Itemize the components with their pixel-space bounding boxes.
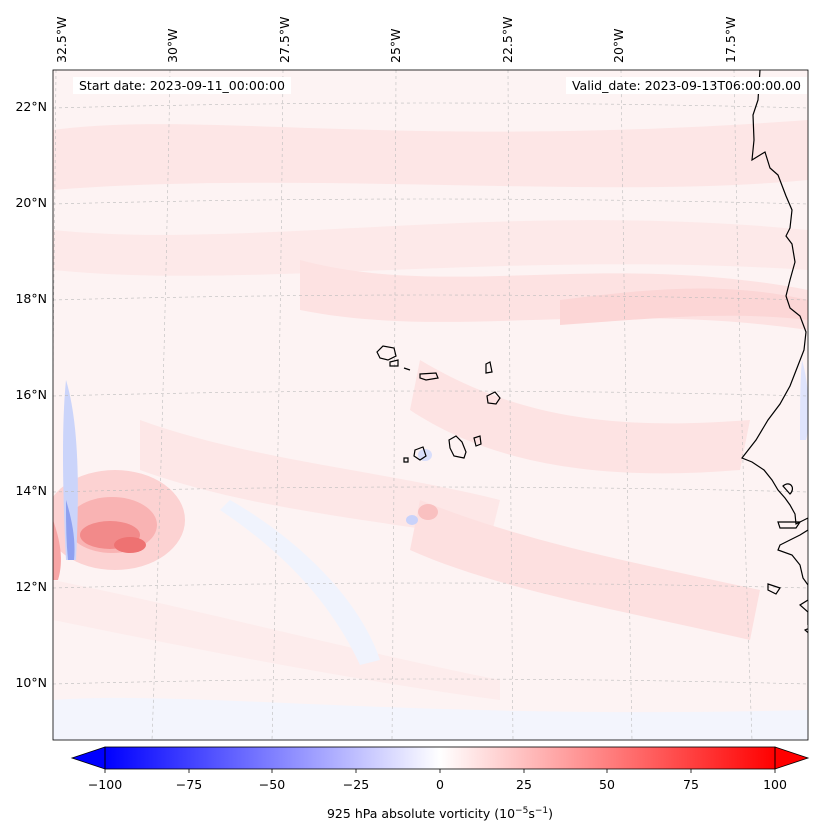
field-edge-red: [53, 520, 61, 580]
meridian-20w: [620, 70, 633, 740]
colorbar: −100 −75 −50 −25 0 25 50 75 100: [70, 746, 810, 792]
colorbar-label-exponent: −5: [515, 806, 529, 816]
colorbar-tick-label: −75: [176, 777, 202, 792]
field-band-north: [53, 120, 808, 190]
meridian-22-5w: [507, 70, 514, 740]
coast-detail-1: [782, 483, 794, 495]
field-band-10n: [53, 580, 500, 700]
lat-label: 14°N: [15, 483, 47, 498]
colorbar-label: 925 hPa absolute vorticity (10−5s−1): [0, 806, 837, 821]
lat-label: 20°N: [15, 195, 47, 210]
island-sao-nicolau: [419, 372, 439, 381]
bissagos-1: [767, 583, 781, 595]
lat-label: 16°N: [15, 387, 47, 402]
colorbar-tick-label: 50: [599, 777, 615, 792]
field-band-20n: [53, 220, 808, 276]
colorbar-tick-label: 75: [683, 777, 699, 792]
gambia-river: [777, 521, 802, 529]
island-santo-antao: [376, 345, 397, 361]
colorbar-gradient: [105, 747, 775, 769]
colorbar-tick-label: 0: [436, 777, 444, 792]
field-band-14n: [140, 420, 500, 540]
field-vortex-blue-core: [66, 500, 75, 560]
meridian-17-5w: [733, 70, 753, 740]
field-vortex-max: [114, 537, 146, 553]
africa-coastline: [741, 70, 808, 625]
island-santiago: [448, 435, 467, 459]
lat-label: 22°N: [15, 99, 47, 114]
meridian-30w: [151, 70, 171, 740]
field-band-16n: [410, 360, 750, 474]
colorbar-label-unit: s: [528, 806, 535, 822]
colorbar-label-main: 925 hPa absolute vorticity (10: [326, 806, 516, 822]
meridian-27-5w: [271, 70, 284, 740]
colorbar-tick-label: 100: [763, 777, 787, 792]
colorbar-label-end: ): [548, 806, 553, 822]
island-fogo: [413, 446, 427, 461]
lon-label: 20°W: [611, 28, 626, 63]
field-island-blue-2: [418, 449, 432, 461]
valid-date-label: Valid_date: 2023-09-13T06:00:00.00: [565, 77, 807, 94]
colorbar-tick-label: −100: [88, 777, 122, 792]
longitude-labels: 32.5°W 30°W 27.5°W 25°W 22.5°W 20°W 17.5…: [54, 17, 738, 63]
lon-label: 32.5°W: [54, 17, 69, 63]
lon-label: 27.5°W: [277, 17, 292, 63]
colorbar-max-extend: [774, 746, 810, 770]
island-sal: [485, 361, 493, 374]
coastlines: [376, 70, 808, 634]
colorbar-ticks: [104, 769, 776, 773]
island-santa-luzia: [403, 367, 411, 371]
colorbar-tick-label: 25: [516, 777, 532, 792]
lat-label: 12°N: [15, 579, 47, 594]
colorbar-tick-label: −25: [343, 777, 369, 792]
lat-label: 18°N: [15, 291, 47, 306]
field-island-blue: [406, 515, 418, 525]
island-brava: [403, 457, 409, 463]
colorbar-label-exponent: −1: [534, 806, 549, 816]
map-frame: [52, 69, 809, 741]
field-island-red: [418, 504, 438, 520]
island-boa-vista: [486, 391, 501, 405]
colorbar-tick-label: −50: [259, 777, 285, 792]
field-blue-south: [53, 697, 808, 740]
island-sao-vicente: [389, 359, 399, 367]
lon-label: 25°W: [388, 28, 403, 63]
colorbar-min-extend: [70, 746, 106, 770]
lon-label: 17.5°W: [723, 17, 738, 63]
field-band-12n: [410, 500, 760, 640]
field-band-east: [560, 288, 808, 325]
field-blue-streak: [220, 500, 380, 665]
field-coast-blue: [800, 360, 808, 440]
vorticity-field: [53, 70, 808, 740]
island-maio: [473, 435, 482, 447]
meridian-32-5w: [53, 70, 57, 383]
graticule: [53, 70, 808, 740]
latitude-labels: 22°N 20°N 18°N 16°N 14°N 12°N 10°N: [15, 99, 47, 690]
lon-label: 22.5°W: [500, 17, 515, 63]
meridian-25w: [391, 70, 397, 740]
bissagos-2: [803, 628, 808, 634]
lon-label: 30°W: [165, 28, 180, 63]
lat-label: 10°N: [15, 675, 47, 690]
start-date-label: Start date: 2023-09-11_00:00:00: [73, 77, 291, 94]
